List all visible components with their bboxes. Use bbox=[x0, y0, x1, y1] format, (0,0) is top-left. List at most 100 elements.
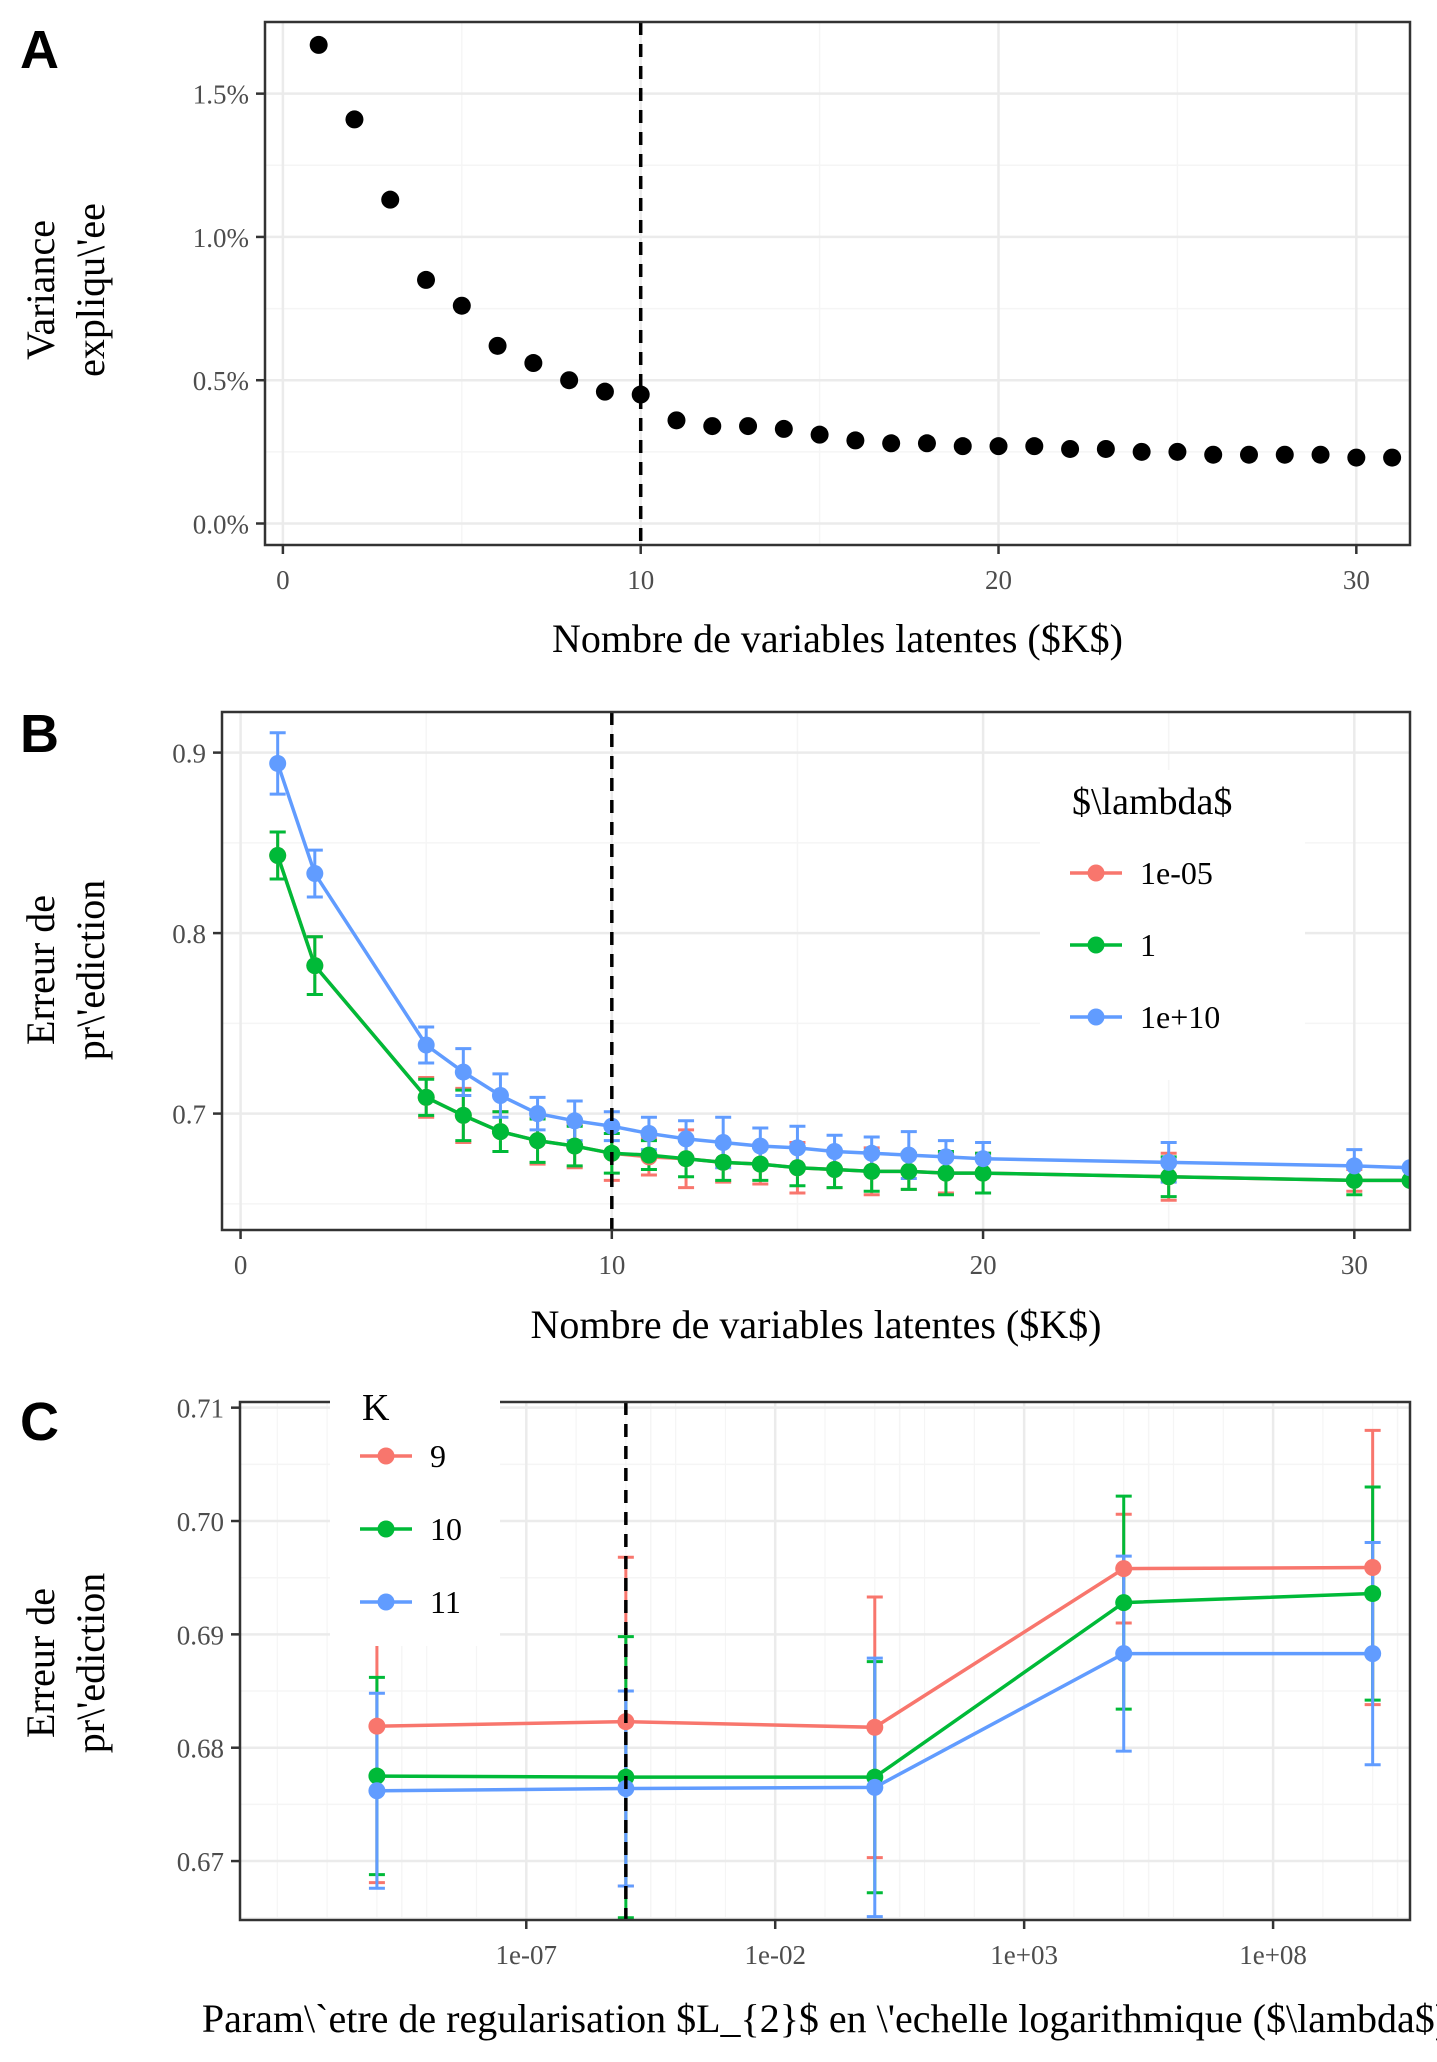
data-point bbox=[1204, 445, 1223, 464]
data-layer bbox=[368, 1428, 1382, 1920]
data-point-1 bbox=[714, 1153, 732, 1171]
data-point-1 bbox=[269, 846, 287, 864]
data-point bbox=[917, 434, 936, 453]
data-point-1 bbox=[751, 1155, 769, 1173]
legend-key-point bbox=[1087, 1008, 1105, 1026]
y-tick-label: 0.5% bbox=[193, 366, 249, 396]
data-point bbox=[882, 434, 901, 453]
legend-title: K bbox=[362, 1387, 390, 1429]
axis-ticks: 1e-07 1e-02 1e+03 1e+08 0.67 0.68 0.69 0.70 0.71 bbox=[177, 1394, 1307, 1970]
data-point bbox=[1061, 439, 1080, 458]
data-point-9 bbox=[866, 1718, 884, 1736]
panel-label: C bbox=[20, 1392, 59, 1452]
y-axis-title: Variance expliqu\'ee bbox=[18, 203, 113, 377]
data-point-1 bbox=[454, 1106, 472, 1124]
data-point-10 bbox=[1364, 1585, 1382, 1603]
x-axis-title: Nombre de variables latentes ($K$) bbox=[552, 616, 1123, 661]
legend-background bbox=[330, 1378, 500, 1646]
data-point-1e+10 bbox=[269, 754, 287, 772]
data-point-1 bbox=[566, 1137, 584, 1155]
data-point-1e+10 bbox=[640, 1124, 658, 1142]
data-point-1 bbox=[826, 1161, 844, 1179]
data-point bbox=[417, 270, 436, 289]
data-point-1 bbox=[1345, 1171, 1363, 1189]
grid bbox=[265, 21, 1410, 545]
data-point-9 bbox=[1364, 1558, 1382, 1576]
data-point-1 bbox=[417, 1088, 435, 1106]
panel-border bbox=[220, 710, 1412, 1232]
legend-background bbox=[1040, 770, 1305, 1080]
y-tick-label: 0.0% bbox=[193, 510, 249, 540]
panel-C: 1e-07 1e-02 1e+03 1e+08 0.67 0.68 0.69 0.70 0.71… bbox=[18, 1378, 1437, 2041]
y-tick-label: 1.0% bbox=[193, 223, 249, 253]
data-point-1e+10 bbox=[900, 1146, 918, 1164]
x-axis-title: Nombre de variables latentes ($K$) bbox=[531, 1302, 1102, 1347]
legend-key-point bbox=[377, 1447, 395, 1465]
data-point-1e+10 bbox=[826, 1142, 844, 1160]
x-tick-label: 1e-07 bbox=[496, 1940, 557, 1970]
x-tick-label: 30 bbox=[1341, 1250, 1368, 1280]
y-axis-title-line: Erreur de bbox=[18, 1588, 63, 1738]
x-tick-label: 20 bbox=[985, 565, 1012, 595]
panel-border bbox=[238, 1400, 1412, 1922]
y-axis-title-line: Erreur de bbox=[18, 895, 63, 1045]
data-point bbox=[560, 371, 579, 390]
data-point bbox=[1239, 445, 1258, 464]
x-tick-label: 10 bbox=[598, 1250, 625, 1280]
y-tick-label: 0.7 bbox=[172, 1100, 206, 1130]
y-tick-label: 0.70 bbox=[177, 1507, 224, 1537]
data-layer bbox=[309, 35, 1402, 467]
y-tick-label: 0.69 bbox=[177, 1620, 224, 1650]
y-axis-title: Erreur de pr\'ediction bbox=[18, 880, 113, 1061]
data-point bbox=[739, 417, 758, 436]
data-point-1e+10 bbox=[1160, 1153, 1178, 1171]
data-point-11 bbox=[866, 1778, 884, 1796]
x-tick-label: 1e+03 bbox=[990, 1940, 1058, 1970]
data-point bbox=[595, 382, 614, 401]
data-point-1 bbox=[640, 1146, 658, 1164]
data-point-1e+10 bbox=[529, 1105, 547, 1123]
panel-B: 0 10 20 30 0.7 0.8 0.9 Nombre de variables late… bbox=[18, 704, 1412, 1347]
data-point bbox=[1311, 445, 1330, 464]
x-tick-label: 30 bbox=[1343, 565, 1370, 595]
data-point-1e+10 bbox=[603, 1117, 621, 1135]
y-axis-title-line: pr\'ediction bbox=[68, 880, 113, 1061]
data-point-11 bbox=[1115, 1645, 1133, 1663]
data-point bbox=[989, 437, 1008, 456]
panel-label: B bbox=[20, 704, 59, 764]
data-point-1e+10 bbox=[1345, 1157, 1363, 1175]
data-point bbox=[631, 385, 650, 404]
y-axis-title-line: expliqu\'ee bbox=[68, 203, 113, 377]
data-point-1e+10 bbox=[566, 1112, 584, 1130]
data-point bbox=[381, 190, 400, 209]
x-tick-label: 0 bbox=[276, 565, 290, 595]
data-point-1e+10 bbox=[788, 1139, 806, 1157]
data-point-1 bbox=[1160, 1168, 1178, 1186]
y-tick-label: 0.68 bbox=[177, 1734, 224, 1764]
data-point-1e+10 bbox=[306, 865, 324, 883]
data-point-1e+10 bbox=[863, 1144, 881, 1162]
data-point-1e+10 bbox=[751, 1137, 769, 1155]
y-tick-label: 0.8 bbox=[172, 919, 206, 949]
data-point bbox=[810, 425, 829, 444]
data-point-10 bbox=[368, 1767, 386, 1785]
x-axis-title: Param\`etre de regularisation $L_{2}$ en… bbox=[202, 1996, 1437, 2041]
data-point bbox=[1275, 445, 1294, 464]
legend-label: 1e+10 bbox=[1140, 999, 1220, 1035]
y-axis-title: Erreur de pr\'ediction bbox=[18, 1573, 113, 1754]
data-point-1e+10 bbox=[1401, 1159, 1410, 1177]
data-point bbox=[1383, 448, 1402, 467]
data-point bbox=[703, 417, 722, 436]
data-point-1 bbox=[900, 1162, 918, 1180]
data-point bbox=[488, 336, 507, 355]
legend-key-point bbox=[1087, 936, 1105, 954]
legend-title: $\lambda$ bbox=[1072, 781, 1232, 823]
data-point bbox=[846, 431, 865, 450]
data-point-11 bbox=[368, 1782, 386, 1800]
x-tick-label: 1e+08 bbox=[1239, 1940, 1307, 1970]
y-tick-label: 1.5% bbox=[193, 80, 249, 110]
data-point bbox=[1132, 442, 1151, 461]
data-point-9 bbox=[368, 1717, 386, 1735]
data-point-1e+10 bbox=[677, 1130, 695, 1148]
